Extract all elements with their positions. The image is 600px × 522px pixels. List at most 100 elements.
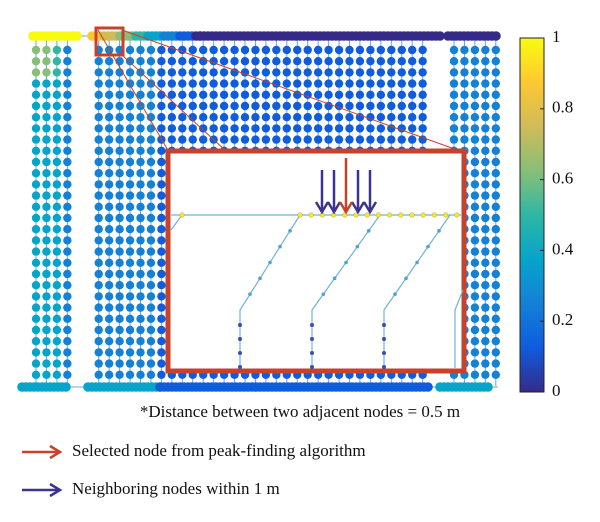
node: [481, 292, 490, 301]
node: [94, 225, 103, 234]
node: [188, 90, 197, 100]
node: [31, 57, 41, 66]
node: [230, 90, 239, 100]
node: [31, 146, 41, 155]
node: [61, 382, 71, 392]
node: [157, 359, 166, 368]
node: [94, 258, 103, 267]
node: [115, 337, 124, 346]
node: [167, 79, 177, 88]
node: [188, 124, 197, 133]
node: [63, 236, 72, 245]
node: [230, 68, 239, 77]
node: [125, 180, 135, 189]
node: [42, 90, 51, 100]
node: [376, 124, 386, 133]
node: [376, 68, 386, 77]
node: [125, 124, 135, 133]
node: [42, 292, 51, 301]
node: [146, 101, 156, 111]
node: [104, 157, 114, 167]
node: [470, 281, 480, 290]
node: [481, 191, 490, 200]
node: [470, 90, 480, 100]
node: [63, 225, 72, 234]
node: [136, 202, 145, 211]
node: [178, 101, 187, 111]
zoom-inset: [94, 26, 467, 374]
node: [136, 45, 145, 55]
node: [125, 269, 135, 279]
node: [104, 348, 114, 357]
node: [491, 337, 500, 346]
node: [366, 229, 371, 233]
node: [324, 101, 333, 111]
node: [288, 229, 292, 233]
node: [178, 57, 187, 66]
node: [157, 202, 166, 211]
node: [460, 57, 469, 66]
node: [353, 212, 359, 218]
node: [136, 348, 145, 357]
node: [146, 57, 156, 66]
node: [72, 31, 82, 41]
node: [303, 113, 312, 122]
node: [308, 212, 314, 218]
node: [313, 135, 323, 144]
node: [449, 135, 459, 144]
node: [449, 101, 459, 111]
node: [42, 191, 51, 200]
node: [157, 325, 166, 335]
node: [460, 113, 469, 122]
node: [324, 68, 333, 77]
node: [261, 135, 271, 144]
node: [178, 113, 187, 122]
node: [376, 135, 386, 144]
node: [344, 260, 348, 265]
node: [491, 247, 500, 256]
node: [272, 101, 281, 111]
node: [398, 212, 404, 218]
node: [282, 45, 291, 55]
node: [63, 180, 72, 189]
node: [136, 101, 145, 111]
node: [209, 101, 218, 111]
node: [94, 281, 103, 290]
node: [272, 124, 281, 133]
node: [418, 124, 427, 133]
node: [334, 79, 344, 88]
node: [481, 236, 490, 245]
node: [94, 157, 103, 167]
node: [261, 57, 271, 66]
node: [115, 370, 124, 379]
node: [167, 57, 177, 66]
node: [491, 236, 500, 245]
node: [324, 124, 333, 133]
node: [167, 68, 177, 77]
node: [437, 229, 441, 233]
node: [449, 57, 459, 66]
node: [31, 124, 41, 133]
arrow-head: [338, 201, 354, 215]
node: [303, 57, 312, 66]
node: [115, 281, 124, 290]
node: [136, 90, 145, 100]
node: [366, 45, 375, 55]
node: [104, 337, 114, 346]
node: [230, 113, 239, 122]
node: [52, 337, 62, 346]
node: [125, 370, 135, 379]
node: [345, 45, 354, 55]
node: [251, 68, 260, 77]
node: [491, 359, 500, 368]
node: [63, 359, 72, 368]
node: [157, 45, 166, 55]
node: [470, 314, 480, 323]
node: [52, 202, 62, 211]
node: [491, 124, 500, 133]
node: [31, 79, 41, 88]
node: [42, 180, 51, 189]
node: [491, 303, 500, 312]
node: [63, 314, 72, 323]
node: [345, 57, 354, 66]
